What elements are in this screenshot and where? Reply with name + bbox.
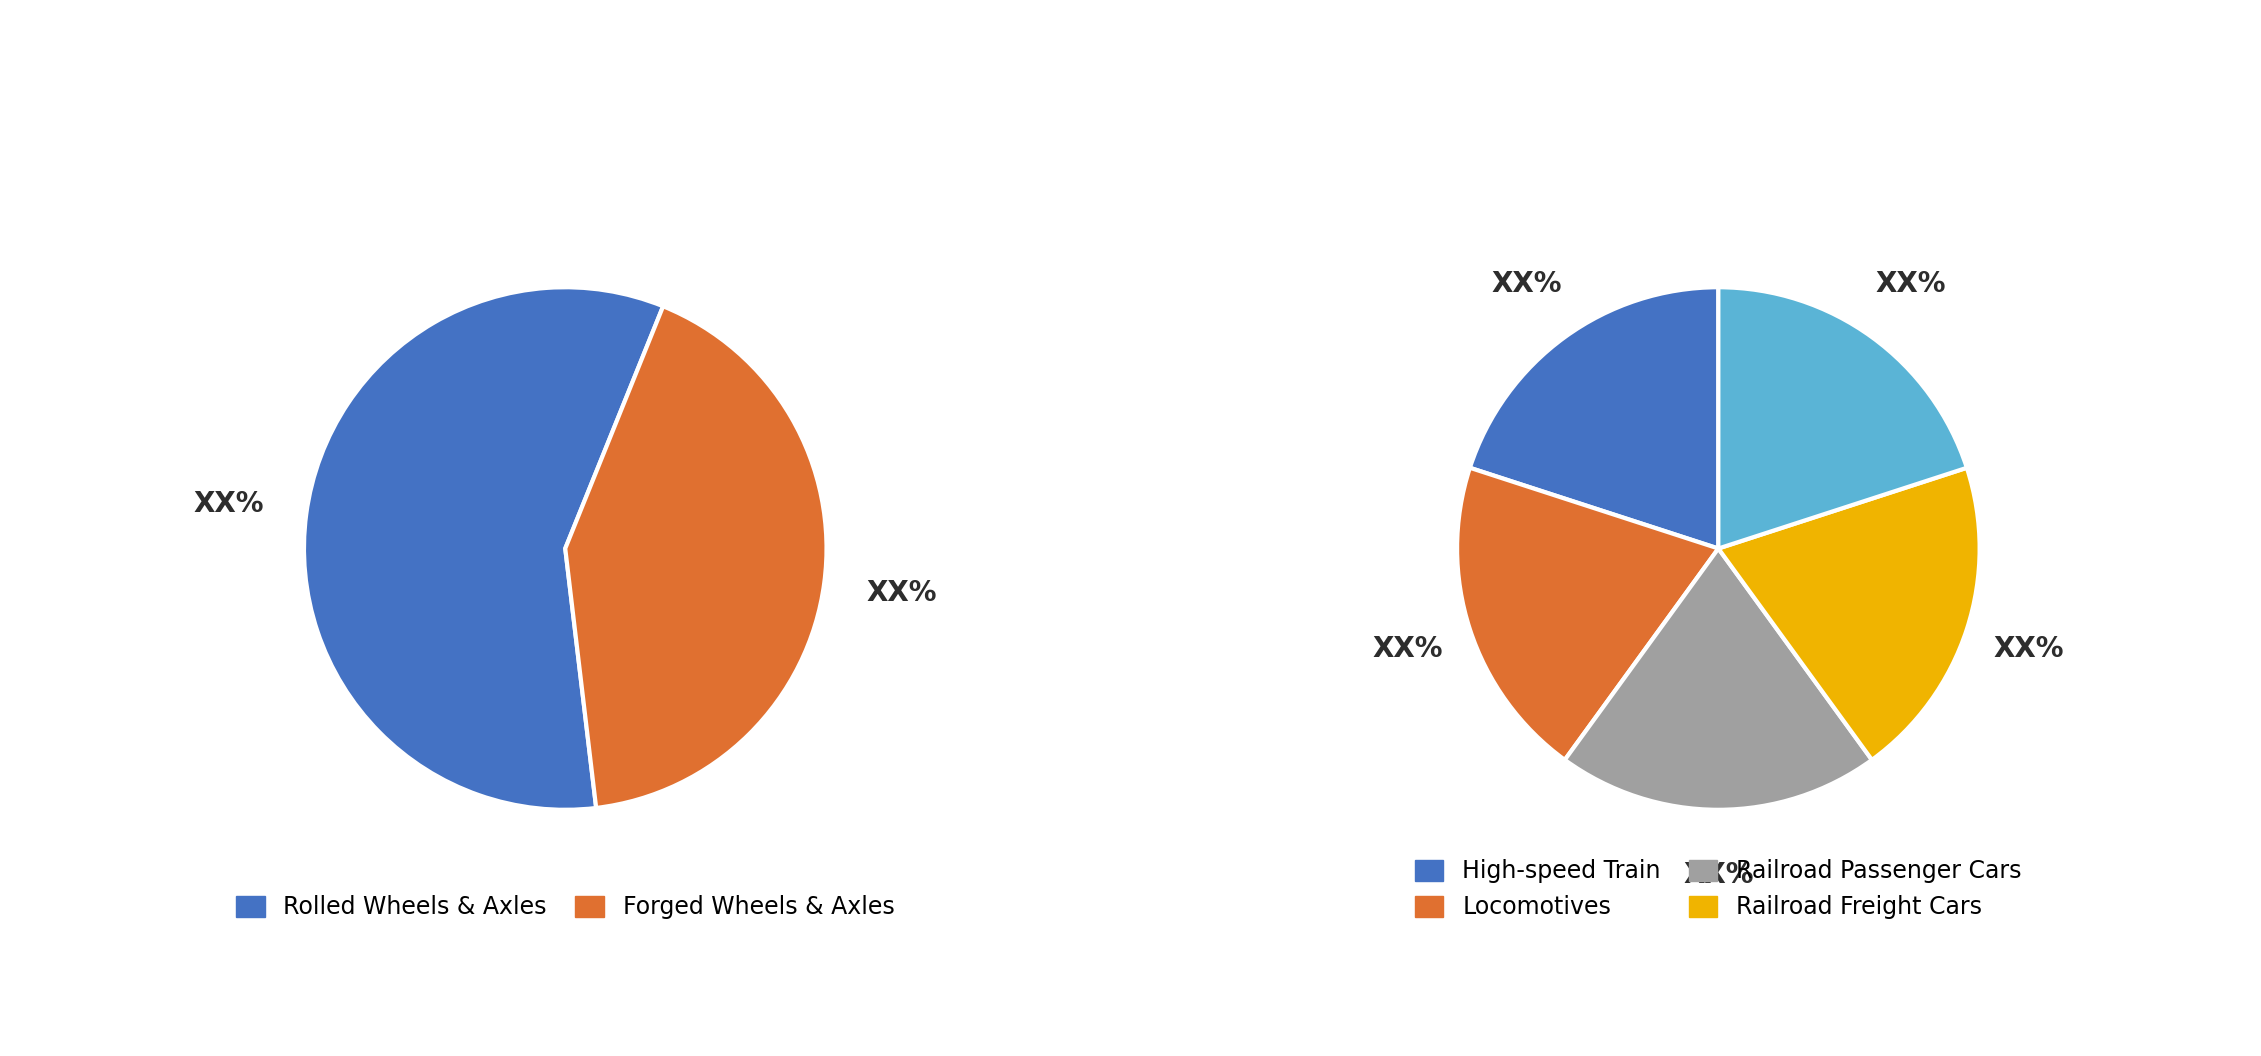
Text: XX%: XX% <box>866 580 936 607</box>
Wedge shape <box>1456 468 1718 760</box>
Legend: Rolled Wheels & Axles, Forged Wheels & Axles: Rolled Wheels & Axles, Forged Wheels & A… <box>226 886 904 928</box>
Text: XX%: XX% <box>1874 270 1944 298</box>
Legend: High-speed Train, Locomotives, Railroad Passenger Cars, Railroad Freight Cars: High-speed Train, Locomotives, Railroad … <box>1406 850 2030 928</box>
Text: XX%: XX% <box>1372 636 1443 663</box>
Wedge shape <box>1718 287 1967 548</box>
Text: Source: Theindustrystats Analysis: Source: Theindustrystats Analysis <box>27 998 430 1017</box>
Wedge shape <box>1470 287 1718 548</box>
Wedge shape <box>565 306 828 808</box>
Text: Website: www.theindustrystats.com: Website: www.theindustrystats.com <box>1807 998 2234 1017</box>
Wedge shape <box>1565 548 1872 810</box>
Text: XX%: XX% <box>1492 270 1562 298</box>
Text: XX%: XX% <box>194 490 265 517</box>
Wedge shape <box>1718 468 1981 760</box>
Wedge shape <box>303 287 662 810</box>
Text: Fig. Global Wheels & Axles for Railways Market Share by Product Types & Applicat: Fig. Global Wheels & Axles for Railways … <box>27 52 1571 82</box>
Text: XX%: XX% <box>1994 636 2064 663</box>
Text: Email: sales@theindustrystats.com: Email: sales@theindustrystats.com <box>922 998 1339 1017</box>
Text: XX%: XX% <box>1682 861 1755 889</box>
